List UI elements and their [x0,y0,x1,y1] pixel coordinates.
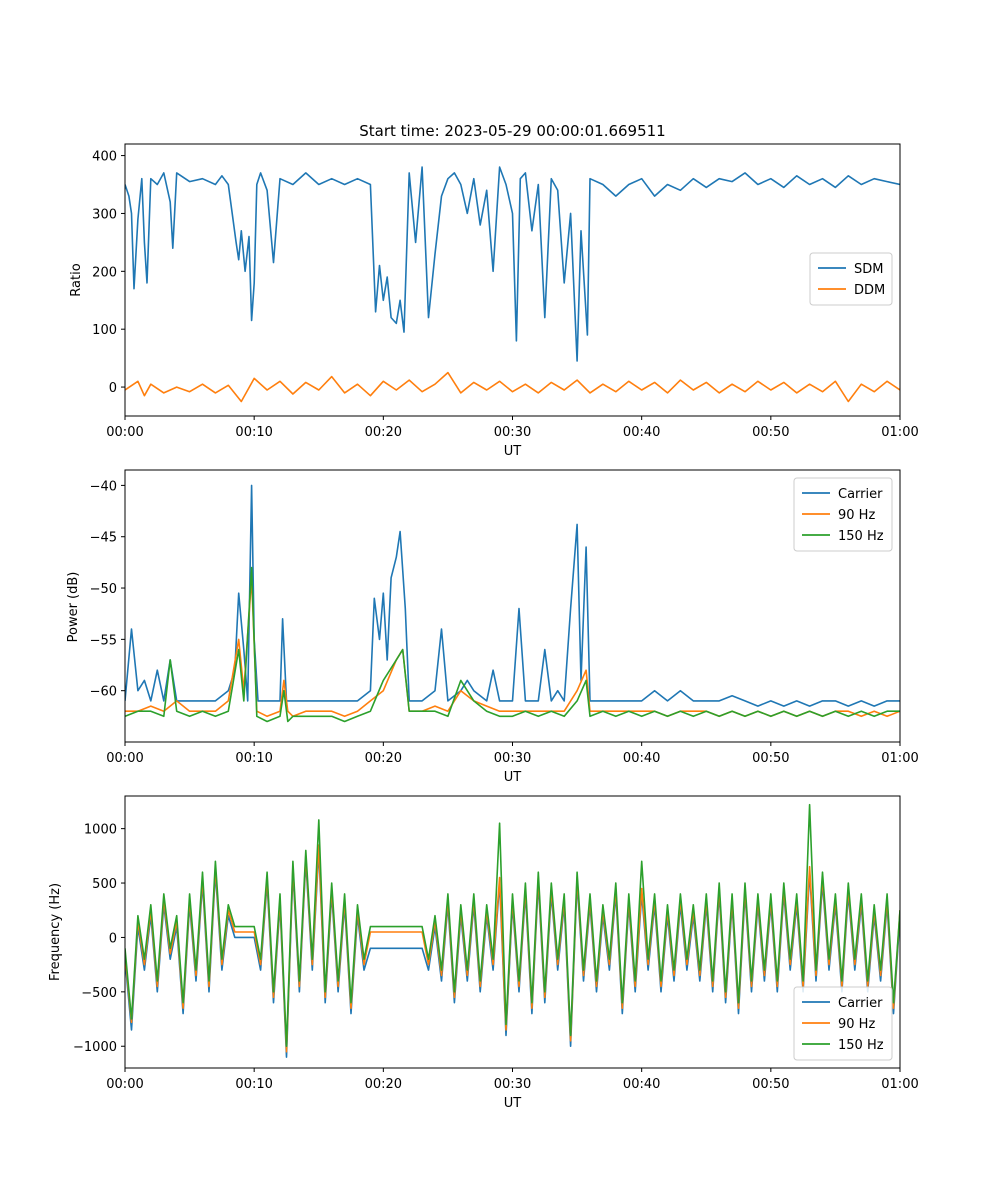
legend-box [793,986,893,1061]
series-line-150-hz [125,566,900,723]
x-tick-label: 00:00 [106,1077,143,1092]
legend-label: 90 Hz [838,1017,875,1032]
legend-label: Carrier [838,996,883,1011]
legend: Carrier 90 Hz 150 Hz [793,477,893,552]
y-tick-label: 100 [92,323,117,338]
x-tick-label: 00:00 [106,751,143,766]
x-tick-label: 00:10 [235,1077,272,1092]
chart-title: Start time: 2023-05-29 00:00:01.669511 [359,122,665,140]
y-tick-label: 0 [109,931,117,946]
y-tick-label: −50 [90,582,117,597]
y-tick-label: 0 [109,381,117,396]
legend-label: SDM [854,262,883,277]
x-tick-label: 00:30 [494,751,531,766]
x-tick-label: 00:40 [623,1077,660,1092]
legend-label: 150 Hz [838,529,884,544]
y-axis-label: Frequency (Hz) [48,883,63,981]
legend: Carrier 90 Hz 150 Hz [793,986,893,1061]
y-tick-label: −45 [90,531,117,546]
y-tick-label: −60 [90,685,117,700]
series-line-ddm [125,371,900,403]
series-line-carrier [125,484,900,707]
y-tick-label: −1000 [73,1040,117,1055]
panel-power: Power (dB) UT 00:00 00:10 00:20 00:30 00:40 0… [66,469,919,785]
legend-label: 90 Hz [838,508,875,523]
panel-frequency: Frequency (Hz) UT 00:00 00:10 00:20 00:30 00… [48,795,919,1111]
y-tick-label: 1000 [84,823,117,838]
y-tick-label: −40 [90,479,117,494]
x-tick-label: 01:00 [881,751,918,766]
x-axis-label: UT [504,444,522,459]
x-tick-label: 00:10 [235,751,272,766]
series-line-150-hz [125,803,900,1047]
y-tick-label: 500 [92,877,117,892]
x-axis-label: UT [504,770,522,785]
x-tick-label: 00:30 [494,1077,531,1092]
x-axis-label: UT [504,1096,522,1111]
legend-box [809,252,893,306]
x-tick-label: 00:50 [752,751,789,766]
x-tick-label: 00:50 [752,1077,789,1092]
x-tick-label: 00:20 [365,425,402,440]
x-tick-label: 00:20 [365,1077,402,1092]
legend-label: Carrier [838,487,883,502]
y-axis-label: Ratio [69,263,84,296]
x-tick-label: 01:00 [881,1077,918,1092]
legend-box [793,477,893,552]
y-tick-label: 200 [92,265,117,280]
y-tick-label: 400 [92,150,117,165]
x-tick-label: 00:50 [752,425,789,440]
x-tick-label: 00:30 [494,425,531,440]
panel-ratio: Start time: 2023-05-29 00:00:01.669511 R… [69,122,919,459]
y-axis-label: Power (dB) [66,572,81,643]
x-tick-label: 00:40 [623,751,660,766]
legend-label: DDM [854,283,885,298]
legend: SDM DDM [809,252,893,306]
y-tick-label: −500 [81,986,117,1001]
y-tick-label: 300 [92,207,117,222]
legend-label: 150 Hz [838,1038,884,1053]
x-tick-label: 00:20 [365,751,402,766]
x-tick-label: 00:00 [106,425,143,440]
series-line-sdm [125,166,900,362]
y-tick-label: −55 [90,633,117,648]
x-tick-label: 01:00 [881,425,918,440]
x-tick-label: 00:10 [235,425,272,440]
x-tick-label: 00:40 [623,425,660,440]
